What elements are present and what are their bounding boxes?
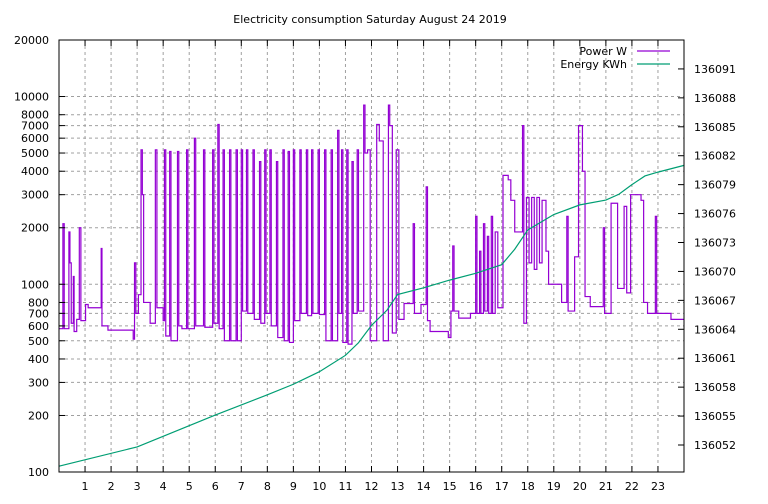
x-tick-label: 17 xyxy=(495,480,509,493)
y-tick-label: 4000 xyxy=(21,165,49,178)
x-tick-label: 1 xyxy=(82,480,89,493)
y-tick-label: 20000 xyxy=(14,34,49,47)
x-tick-label: 12 xyxy=(365,480,379,493)
x-tick-label: 9 xyxy=(290,480,297,493)
y2-tick-label: 136082 xyxy=(694,150,736,163)
legend-label-power: Power W xyxy=(579,45,627,58)
y2-tick-label: 136085 xyxy=(694,121,736,134)
y2-tick-label: 136070 xyxy=(694,265,736,278)
y2-tick-label: 136091 xyxy=(694,63,736,76)
x-tick-label: 16 xyxy=(469,480,483,493)
x-tick-label: 10 xyxy=(312,480,326,493)
y-tick-label: 500 xyxy=(28,335,49,348)
axes: 1 2 3 4 5 6 7 8 9 10 11 12 13 14 15 16 17 18 19 20 21 22 23100… xyxy=(14,34,736,493)
x-tick-label: 3 xyxy=(134,480,141,493)
x-tick-label: 18 xyxy=(521,480,535,493)
y2-tick-label: 136088 xyxy=(694,92,736,105)
x-tick-label: 11 xyxy=(338,480,352,493)
x-tick-label: 21 xyxy=(599,480,613,493)
y2-tick-label: 136073 xyxy=(694,237,736,250)
x-tick-label: 19 xyxy=(547,480,561,493)
y-tick-label: 300 xyxy=(28,376,49,389)
y2-tick-label: 136076 xyxy=(694,208,736,221)
y2-tick-label: 136067 xyxy=(694,294,736,307)
y2-tick-label: 136055 xyxy=(694,410,736,423)
x-tick-label: 20 xyxy=(573,480,587,493)
grid xyxy=(59,40,684,472)
x-tick-label: 4 xyxy=(160,480,167,493)
x-tick-label: 5 xyxy=(186,480,193,493)
power-series-line xyxy=(59,104,684,345)
x-tick-label: 15 xyxy=(443,480,457,493)
y2-tick-label: 136061 xyxy=(694,352,736,365)
legend: Power W Energy KWh xyxy=(560,45,670,71)
y2-tick-label: 136052 xyxy=(694,439,736,452)
x-tick-label: 7 xyxy=(238,480,245,493)
y2-tick-label: 136064 xyxy=(694,323,736,336)
y-tick-label: 200 xyxy=(28,409,49,422)
y-tick-label: 400 xyxy=(28,353,49,366)
y-tick-label: 800 xyxy=(28,296,49,309)
x-tick-label: 8 xyxy=(264,480,271,493)
y-tick-label: 100 xyxy=(28,466,49,479)
y-tick-label: 3000 xyxy=(21,189,49,202)
y-tick-label: 2000 xyxy=(21,222,49,235)
chart-title: Electricity consumption Saturday August … xyxy=(233,13,506,26)
x-tick-label: 22 xyxy=(625,480,639,493)
x-tick-label: 14 xyxy=(417,480,431,493)
x-tick-label: 6 xyxy=(212,480,219,493)
y-tick-label: 1000 xyxy=(21,278,49,291)
y-tick-label: 10000 xyxy=(14,91,49,104)
x-tick-label: 23 xyxy=(651,480,665,493)
y-tick-label: 7000 xyxy=(21,120,49,133)
x-tick-label: 2 xyxy=(108,480,115,493)
y-tick-label: 6000 xyxy=(21,132,49,145)
y2-tick-label: 136058 xyxy=(694,381,736,394)
y-tick-label: 8000 xyxy=(21,109,49,122)
energy-series-line xyxy=(58,164,685,467)
y-tick-label: 600 xyxy=(28,320,49,333)
y-tick-label: 5000 xyxy=(21,147,49,160)
x-tick-label: 13 xyxy=(391,480,405,493)
series-layer xyxy=(58,104,685,467)
y2-tick-label: 136079 xyxy=(694,179,736,192)
legend-label-energy: Energy KWh xyxy=(560,58,627,71)
y-tick-label: 700 xyxy=(28,307,49,320)
